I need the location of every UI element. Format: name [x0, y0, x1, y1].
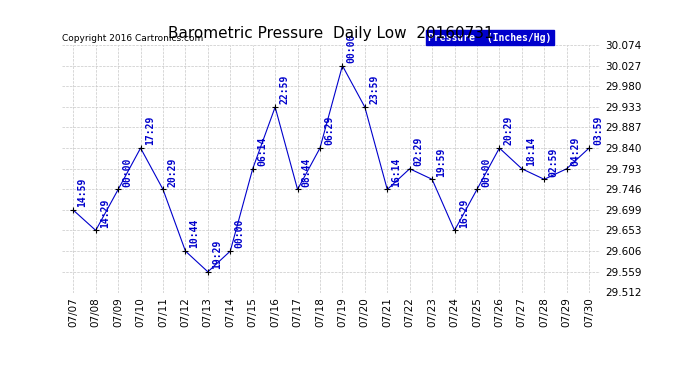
Text: 14:59: 14:59 [77, 178, 88, 207]
Text: 20:29: 20:29 [167, 157, 177, 187]
Text: Pressure  (Inches/Hg): Pressure (Inches/Hg) [428, 33, 551, 42]
Text: 00:00: 00:00 [481, 157, 491, 187]
Text: 08:44: 08:44 [302, 157, 312, 187]
Text: 16:29: 16:29 [459, 198, 469, 228]
Text: 23:59: 23:59 [369, 75, 379, 104]
Text: 04:29: 04:29 [571, 136, 581, 166]
Title: Barometric Pressure  Daily Low  20160731: Barometric Pressure Daily Low 20160731 [168, 26, 494, 41]
Text: 16:14: 16:14 [391, 157, 402, 187]
Text: 03:59: 03:59 [593, 116, 603, 145]
Text: 00:00: 00:00 [346, 33, 357, 63]
Text: 00:00: 00:00 [122, 157, 132, 187]
Text: 00:00: 00:00 [235, 219, 244, 248]
Text: 22:59: 22:59 [279, 75, 289, 104]
Text: 06:29: 06:29 [324, 116, 334, 145]
Text: 10:44: 10:44 [190, 219, 199, 248]
Text: 19:59: 19:59 [436, 147, 446, 177]
Text: 19:29: 19:29 [212, 240, 222, 269]
Text: 18:14: 18:14 [526, 136, 536, 166]
Text: 20:29: 20:29 [504, 116, 513, 145]
Text: 02:59: 02:59 [549, 147, 558, 177]
Text: 06:14: 06:14 [257, 136, 267, 166]
Text: 02:29: 02:29 [414, 136, 424, 166]
Text: 17:29: 17:29 [145, 116, 155, 145]
Text: 14:29: 14:29 [100, 198, 110, 228]
Text: Copyright 2016 Cartronics.com: Copyright 2016 Cartronics.com [62, 33, 204, 42]
